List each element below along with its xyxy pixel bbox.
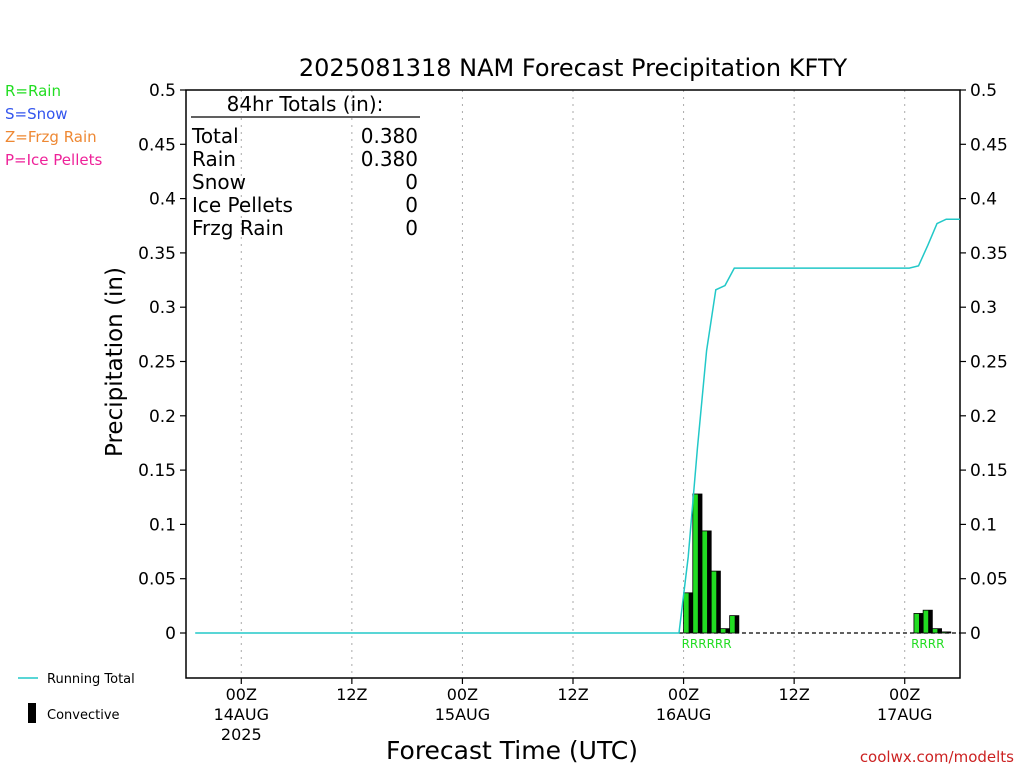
y-tick-label-right: 0.35 bbox=[970, 244, 1008, 264]
convective-bar bbox=[707, 530, 712, 633]
convective-bar bbox=[928, 610, 933, 633]
x-tick-label: 12Z bbox=[336, 685, 367, 704]
precip-type-label: RRRR bbox=[911, 637, 944, 651]
y-tick-label-right: 0.3 bbox=[970, 298, 997, 318]
precip-bar bbox=[729, 615, 740, 634]
y-tick-label-right: 0 bbox=[970, 624, 981, 644]
convective-bar bbox=[688, 592, 693, 633]
y-tick-label-right: 0.1 bbox=[970, 515, 997, 535]
x-tick-label: 00Z bbox=[447, 685, 478, 704]
y-tick-label-left: 0.45 bbox=[138, 135, 176, 155]
totals-row-label: Frzg Rain bbox=[192, 216, 284, 240]
convective-bar bbox=[946, 631, 951, 633]
y-tick-label-left: 0.15 bbox=[138, 461, 176, 481]
convective-legend-label: Convective bbox=[47, 708, 120, 723]
y-axis-label: Precipitation (in) bbox=[102, 267, 128, 457]
precip-bar bbox=[922, 609, 933, 634]
series-legend: Running Total Convective bbox=[18, 672, 135, 723]
totals-row-label: Total bbox=[191, 124, 239, 148]
totals-row-value: 0.380 bbox=[361, 147, 418, 171]
y-tick-label-left: 0.1 bbox=[149, 515, 176, 535]
y-tick-label-left: 0.05 bbox=[138, 570, 176, 590]
x-tick-label: 12Z bbox=[557, 685, 588, 704]
y-tick-label-left: 0.2 bbox=[149, 407, 176, 427]
totals-row-value: 0.380 bbox=[361, 124, 418, 148]
precip-type-label: RRRRRR bbox=[682, 637, 732, 651]
y-tick-label-left: 0.5 bbox=[149, 81, 176, 101]
y-tick-label-right: 0.2 bbox=[970, 407, 997, 427]
y-tick-label-right: 0.25 bbox=[970, 353, 1008, 373]
y-tick-label-right: 0.45 bbox=[970, 135, 1008, 155]
y-tick-label-left: 0.35 bbox=[138, 244, 176, 264]
convective-legend-swatch bbox=[28, 703, 36, 723]
convective-bar bbox=[725, 628, 730, 633]
x-tick-label: 00Z bbox=[226, 685, 257, 704]
x-tick-date: 17AUG bbox=[877, 705, 932, 724]
convective-bar bbox=[716, 571, 721, 633]
x-tick-date: 16AUG bbox=[656, 705, 711, 724]
totals-row-value: 0 bbox=[405, 216, 418, 240]
convective-bar bbox=[734, 615, 739, 633]
y-tick-label-left: 0 bbox=[165, 624, 176, 644]
precip-type-legend-entry: R=Rain bbox=[5, 82, 61, 100]
y-tick-label-right: 0.05 bbox=[970, 570, 1008, 590]
totals-row-label: Rain bbox=[192, 147, 236, 171]
y-tick-label-left: 0.4 bbox=[149, 190, 176, 210]
convective-bar bbox=[918, 613, 924, 633]
y-tick-label-left: 0.25 bbox=[138, 353, 176, 373]
totals-row-value: 0 bbox=[405, 170, 418, 194]
precip-type-legend-entry: S=Snow bbox=[5, 105, 68, 123]
convective-bar bbox=[937, 628, 942, 633]
precip-type-legend-entry: P=Ice Pellets bbox=[5, 151, 102, 169]
totals-row-label: Ice Pellets bbox=[192, 193, 293, 217]
totals-header: 84hr Totals (in): bbox=[227, 92, 384, 116]
x-tick-date: 15AUG bbox=[435, 705, 490, 724]
chart-title: 2025081318 NAM Forecast Precipitation KF… bbox=[299, 54, 848, 82]
x-tick-label: 00Z bbox=[668, 685, 699, 704]
plot-area: 0 00.05 0.050.1 0.10.15 0.150.2 0.20.25 0.250.… bbox=[138, 81, 1008, 744]
totals-row-label: Snow bbox=[192, 170, 246, 194]
precip-type-legend-entry: Z=Frzg Rain bbox=[5, 128, 97, 146]
x-tick-label: 12Z bbox=[778, 685, 809, 704]
running-total-legend-label: Running Total bbox=[47, 672, 135, 687]
y-tick-label-left: 0.3 bbox=[149, 298, 176, 318]
convective-bar bbox=[697, 493, 702, 633]
x-tick-label: 00Z bbox=[889, 685, 920, 704]
y-tick-label-right: 0.4 bbox=[970, 190, 997, 210]
precip-type-legend: R=Rain S=Snow Z=Frzg Rain P=Ice Pellets bbox=[5, 82, 102, 169]
totals-row-value: 0 bbox=[405, 193, 418, 217]
credit-text: coolwx.com/modelts bbox=[860, 748, 1014, 766]
x-tick-date: 14AUG bbox=[214, 705, 269, 724]
x-axis-label: Forecast Time (UTC) bbox=[386, 736, 638, 765]
y-tick-label-right: 0.5 bbox=[970, 81, 997, 101]
x-tick-year: 2025 bbox=[221, 725, 262, 744]
running-total-line bbox=[195, 218, 960, 634]
y-tick-label-right: 0.15 bbox=[970, 461, 1008, 481]
